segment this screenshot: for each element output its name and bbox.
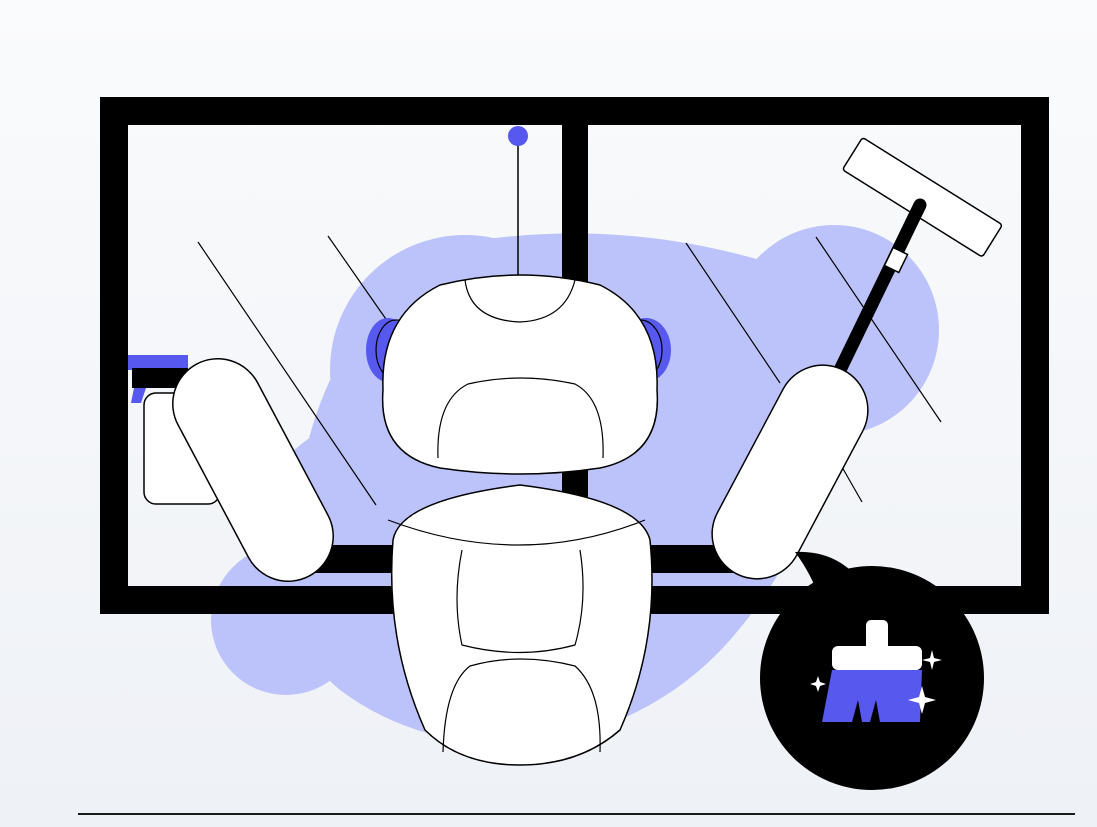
- robot-antenna: [508, 126, 528, 275]
- robot-head: [366, 274, 671, 475]
- broom-badge: [760, 551, 984, 790]
- squeegee-icon: [833, 137, 1003, 377]
- robot-left-arm: [172, 358, 334, 582]
- broom-icon: [822, 620, 922, 722]
- robot-body: [387, 484, 653, 766]
- sparkle-icon: [810, 650, 942, 714]
- robot-right-arm: [711, 364, 869, 580]
